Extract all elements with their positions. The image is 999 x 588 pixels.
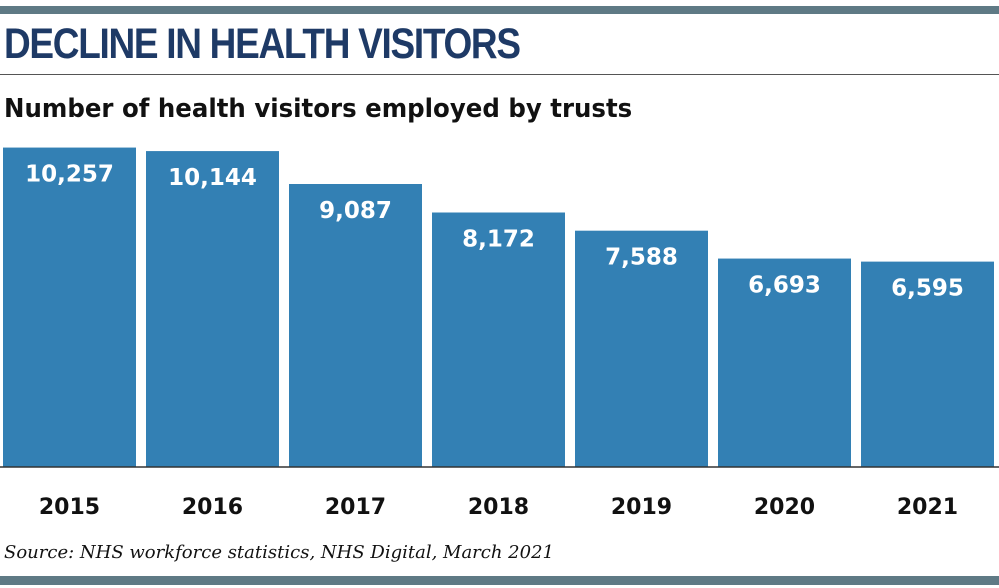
bar-2019 xyxy=(575,230,708,467)
category-label-2016: 2016 xyxy=(182,495,243,520)
bottom-rule xyxy=(0,576,999,585)
category-label-2020: 2020 xyxy=(754,495,815,520)
value-label-2021: 6,595 xyxy=(891,276,964,302)
bar-2017 xyxy=(289,184,422,467)
category-label-2018: 2018 xyxy=(468,495,529,520)
source-note: Source: NHS workforce statistics, NHS Di… xyxy=(4,542,554,563)
value-label-2016: 10,144 xyxy=(168,165,257,191)
category-label-2017: 2017 xyxy=(325,495,386,520)
bar-2018 xyxy=(432,212,565,467)
bar-2016 xyxy=(146,151,279,467)
category-label-2021: 2021 xyxy=(897,495,958,520)
chart-title: DECLINE IN HEALTH VISITORS xyxy=(4,20,521,68)
value-labels-layer: 10,257 10,144 9,087 8,172 7,588 6,693 6,595 xyxy=(25,162,964,302)
bar-2015 xyxy=(3,147,136,467)
category-label-2019: 2019 xyxy=(611,495,672,520)
bar-2020 xyxy=(718,258,851,467)
value-label-2018: 8,172 xyxy=(462,227,535,253)
category-labels-layer: 2015 2016 2017 2018 2019 2020 2021 xyxy=(39,495,958,520)
chart-subtitle: Number of health visitors employed by tr… xyxy=(4,94,633,124)
bars-layer xyxy=(3,147,994,467)
category-label-2015: 2015 xyxy=(39,495,100,520)
value-label-2017: 9,087 xyxy=(319,198,392,224)
bar-2021 xyxy=(861,261,994,467)
top-rule xyxy=(0,6,999,14)
value-label-2019: 7,588 xyxy=(605,245,678,271)
title-divider xyxy=(0,74,999,75)
bar-chart: 10,257 10,144 9,087 8,172 7,588 6,693 6,595 20… xyxy=(0,147,999,520)
value-label-2020: 6,693 xyxy=(748,273,821,299)
value-label-2015: 10,257 xyxy=(25,162,114,188)
